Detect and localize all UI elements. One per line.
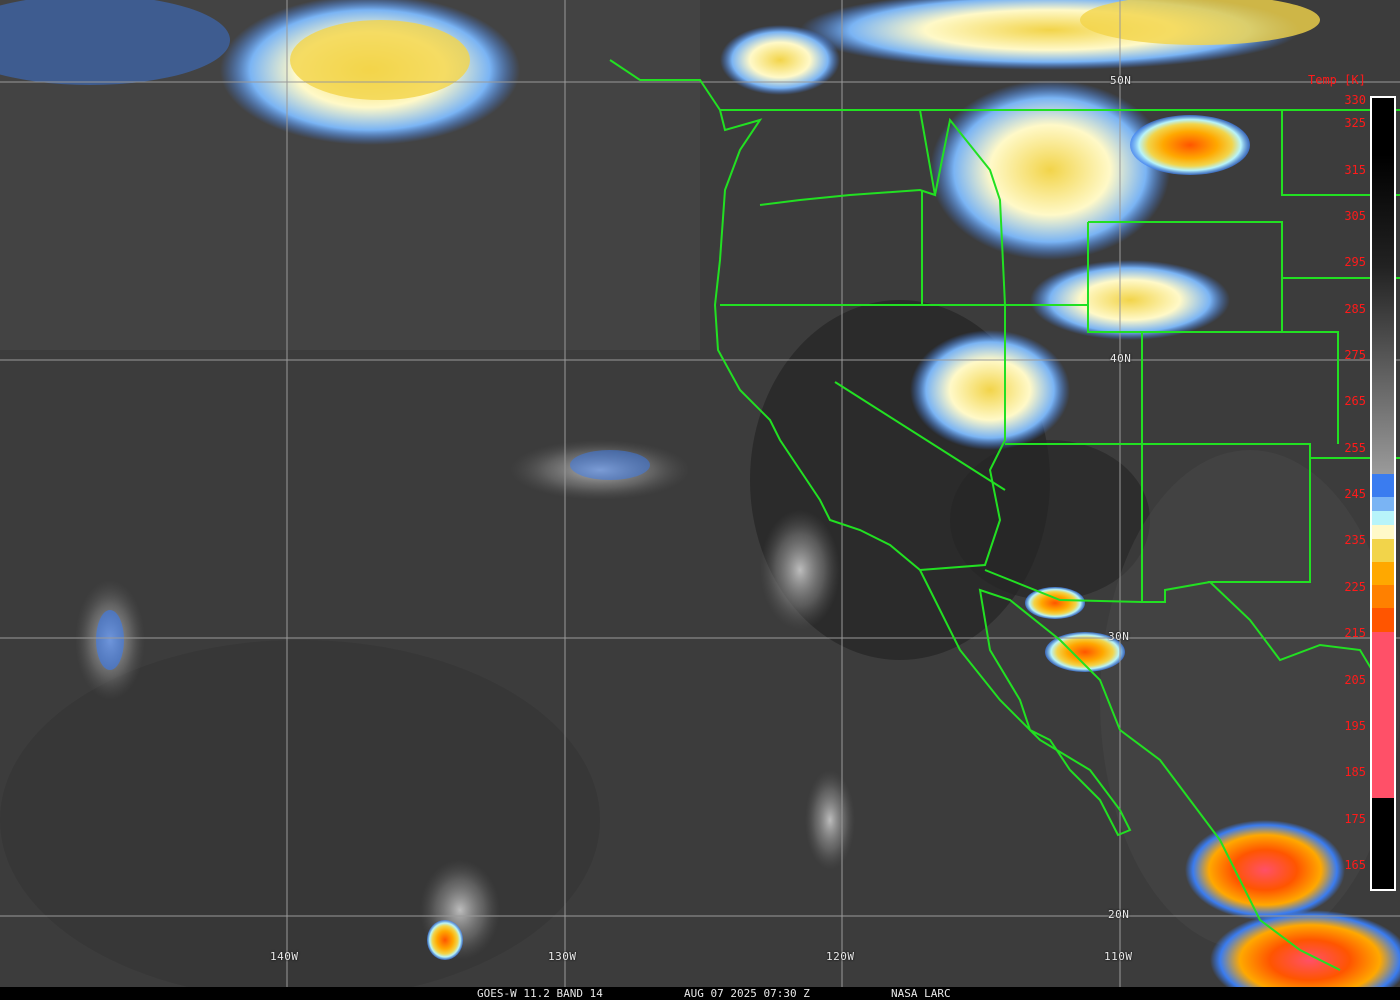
colorbar-tick-label: 175: [1344, 811, 1366, 826]
colorbar-segment: [1372, 511, 1394, 525]
colorbar-tick-label: 215: [1344, 626, 1366, 641]
lon-label-130w: 130W: [548, 950, 577, 963]
colorbar-tick-label: 275: [1344, 348, 1366, 362]
colorbar-title: Temp [K]: [1308, 73, 1366, 87]
lat-label-40n: 40N: [1110, 352, 1132, 365]
colorbar-tick-label: 245: [1344, 487, 1366, 502]
political-borders: [609, 59, 1400, 971]
colorbar-segment: [1372, 631, 1394, 799]
lon-label-140w: 140W: [270, 950, 299, 963]
colorbar-tick-label: 315: [1344, 162, 1366, 177]
credit-label: NASA LARC: [891, 987, 951, 1000]
colorbar-segment: [1372, 538, 1394, 562]
colorbar-tick-label: 225: [1344, 579, 1366, 594]
lat-label-30n: 30N: [1108, 630, 1130, 643]
colorbar-tick-label: 325: [1344, 116, 1366, 131]
temperature-colorbar: [1370, 96, 1396, 891]
colorbar-tick-label: 195: [1344, 718, 1366, 733]
colorbar-grayscale: [1372, 98, 1394, 474]
colorbar-tick-label: 205: [1344, 672, 1366, 687]
lat-label-20n: 20N: [1108, 908, 1130, 921]
colorbar-segment: [1372, 562, 1394, 586]
image-caption: GOES-W 11.2 BAND 14 AUG 07 2025 07:30 Z …: [0, 987, 1400, 1000]
colorbar-segment: [1372, 585, 1394, 609]
colorbar-segment: [1372, 473, 1394, 498]
colorbar-tick-label: 185: [1344, 765, 1366, 780]
timestamp: AUG 07 2025 07:30 Z: [684, 987, 810, 1000]
lon-label-120w: 120W: [826, 950, 855, 963]
colorbar-tick-label: 305: [1344, 208, 1366, 223]
lat-label-50n: 50N: [1110, 74, 1132, 87]
satellite-band-label: GOES-W 11.2 BAND 14: [477, 987, 603, 1000]
colorbar-tick-label: 265: [1344, 394, 1366, 409]
colorbar-tick-label: 255: [1344, 440, 1366, 455]
lon-label-110w: 110W: [1104, 950, 1133, 963]
colorbar-tick-label: 285: [1344, 301, 1366, 316]
colorbar-segment: [1372, 524, 1394, 539]
colorbar-tick-label: 235: [1344, 533, 1366, 548]
colorbar-tick-label: 295: [1344, 255, 1366, 270]
colorbar-segment: [1372, 608, 1394, 632]
colorbar-tick-label: 330: [1344, 93, 1366, 107]
colorbar-segment: [1372, 497, 1394, 511]
colorbar-tick-label: 165: [1344, 858, 1366, 872]
